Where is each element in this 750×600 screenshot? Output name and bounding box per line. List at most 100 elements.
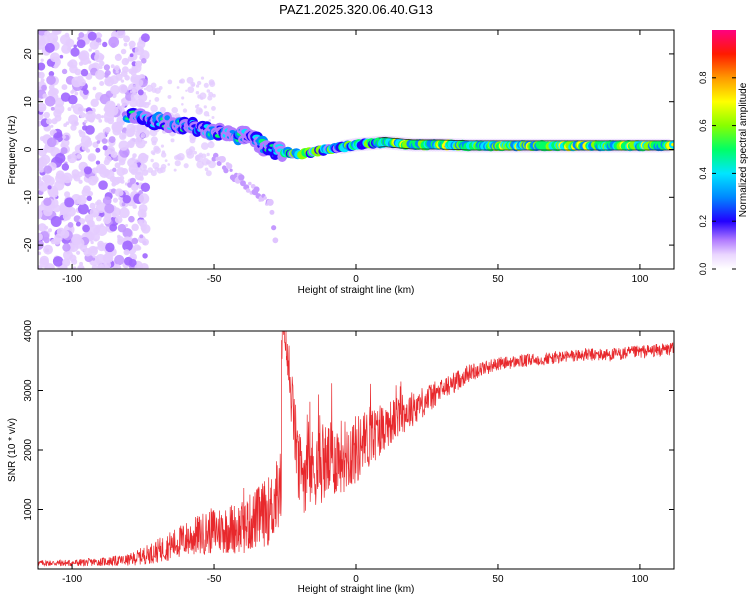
x-tick-label: -50 bbox=[207, 274, 222, 285]
noise-blob bbox=[86, 195, 92, 202]
noise-blob bbox=[203, 82, 209, 88]
noise-blob bbox=[89, 202, 96, 209]
noise-blob bbox=[99, 80, 105, 87]
noise-blob bbox=[50, 216, 62, 227]
branch-blob bbox=[266, 198, 274, 206]
noise-blob bbox=[186, 76, 194, 84]
noise-blob bbox=[211, 115, 215, 120]
noise-blob bbox=[152, 162, 160, 170]
noise-blob bbox=[200, 142, 209, 150]
noise-blob bbox=[139, 234, 144, 239]
noise-blob bbox=[141, 238, 149, 246]
noise-blob bbox=[92, 86, 97, 91]
noise-blob bbox=[181, 96, 185, 100]
colorbar: 0.0 0.2 0.4 0.6 0.8 Normalized spectral ampl… bbox=[698, 30, 749, 275]
noise-blob bbox=[160, 144, 165, 148]
noise-blob bbox=[82, 224, 90, 233]
noise-blob bbox=[102, 41, 108, 48]
noise-blob bbox=[117, 190, 124, 196]
snr-series-line bbox=[38, 331, 674, 567]
noise-blob bbox=[131, 84, 140, 93]
noise-blob bbox=[99, 65, 103, 70]
noise-blob bbox=[137, 89, 144, 96]
snr-x-ticks: -100 -50 0 50 100 bbox=[62, 331, 649, 585]
noise-blob bbox=[43, 165, 53, 174]
noise-blob bbox=[205, 170, 212, 177]
branch-blob bbox=[271, 225, 277, 231]
noise-blob bbox=[87, 153, 97, 162]
x-tick-label: 50 bbox=[492, 274, 504, 285]
noise-blob bbox=[150, 104, 158, 113]
noise-blob bbox=[110, 151, 118, 158]
noise-blob bbox=[117, 53, 121, 57]
noise-blob bbox=[62, 243, 71, 252]
snr-y-ticks: 1000 2000 3000 4000 bbox=[23, 319, 674, 521]
noise-blob bbox=[95, 202, 107, 213]
noise-blob bbox=[38, 239, 44, 251]
noise-blob bbox=[87, 31, 97, 41]
noise-blob bbox=[95, 37, 102, 44]
noise-blob bbox=[87, 137, 91, 141]
noise-blob bbox=[141, 58, 147, 64]
x-tick-label: 0 bbox=[353, 574, 359, 585]
noise-blob bbox=[122, 195, 132, 204]
noise-blob bbox=[76, 250, 81, 255]
noise-blob bbox=[98, 118, 103, 123]
noise-blob bbox=[207, 141, 215, 149]
noise-blob bbox=[206, 89, 211, 93]
noise-blob bbox=[91, 264, 99, 269]
branch-blob bbox=[263, 196, 267, 200]
noise-blob bbox=[138, 193, 150, 204]
noise-blob bbox=[61, 44, 72, 54]
snr-panel: -100 -50 0 50 100 1000 2000 3000 4000 Height of… bbox=[7, 319, 675, 595]
noise-blob bbox=[103, 72, 109, 78]
noise-blob bbox=[63, 123, 68, 128]
noise-blob bbox=[131, 156, 136, 161]
track-cell bbox=[671, 142, 674, 147]
noise-blob bbox=[47, 185, 52, 190]
x-tick-label: 0 bbox=[353, 274, 359, 285]
noise-blob bbox=[140, 162, 144, 166]
colorbar-tick-label: 0.0 bbox=[698, 263, 708, 276]
noise-blob bbox=[143, 87, 147, 91]
noise-blob bbox=[82, 185, 91, 194]
noise-blob bbox=[43, 111, 50, 119]
noise-blob bbox=[64, 32, 70, 38]
noise-blob bbox=[103, 110, 115, 122]
spectrogram-y-ticks: -20 -10 0 10 20 bbox=[23, 48, 674, 252]
noise-blob bbox=[114, 254, 125, 266]
noise-blob bbox=[95, 147, 101, 153]
x-tick-label: 100 bbox=[632, 574, 649, 585]
noise-blob bbox=[73, 174, 81, 182]
noise-blob bbox=[78, 51, 87, 61]
noise-blob bbox=[93, 41, 99, 47]
noise-blob bbox=[48, 187, 59, 199]
noise-blob bbox=[90, 246, 98, 254]
noise-blob bbox=[167, 79, 173, 85]
noise-blob bbox=[71, 119, 78, 127]
noise-blob bbox=[138, 137, 142, 141]
noise-blob bbox=[76, 39, 86, 49]
noise-blob bbox=[173, 168, 177, 172]
noise-blob bbox=[51, 88, 59, 96]
noise-blob bbox=[176, 86, 180, 89]
noise-blob bbox=[199, 92, 207, 100]
noise-blob bbox=[194, 154, 201, 161]
noise-blob bbox=[160, 152, 167, 158]
noise-blob bbox=[118, 140, 129, 151]
noise-blob bbox=[131, 223, 139, 232]
noise-blob bbox=[85, 125, 95, 135]
noise-blob bbox=[88, 48, 92, 52]
noise-blob bbox=[148, 99, 152, 102]
noise-blob bbox=[144, 140, 148, 144]
noise-blob bbox=[46, 137, 57, 148]
noise-blob bbox=[182, 108, 188, 113]
noise-blob bbox=[72, 103, 84, 115]
noise-blob bbox=[97, 240, 105, 248]
noise-blob bbox=[116, 30, 126, 39]
noise-blob bbox=[133, 244, 141, 251]
noise-blob bbox=[62, 258, 71, 267]
noise-blob bbox=[44, 263, 55, 269]
noise-blob bbox=[81, 144, 89, 151]
noise-blob bbox=[54, 233, 63, 243]
